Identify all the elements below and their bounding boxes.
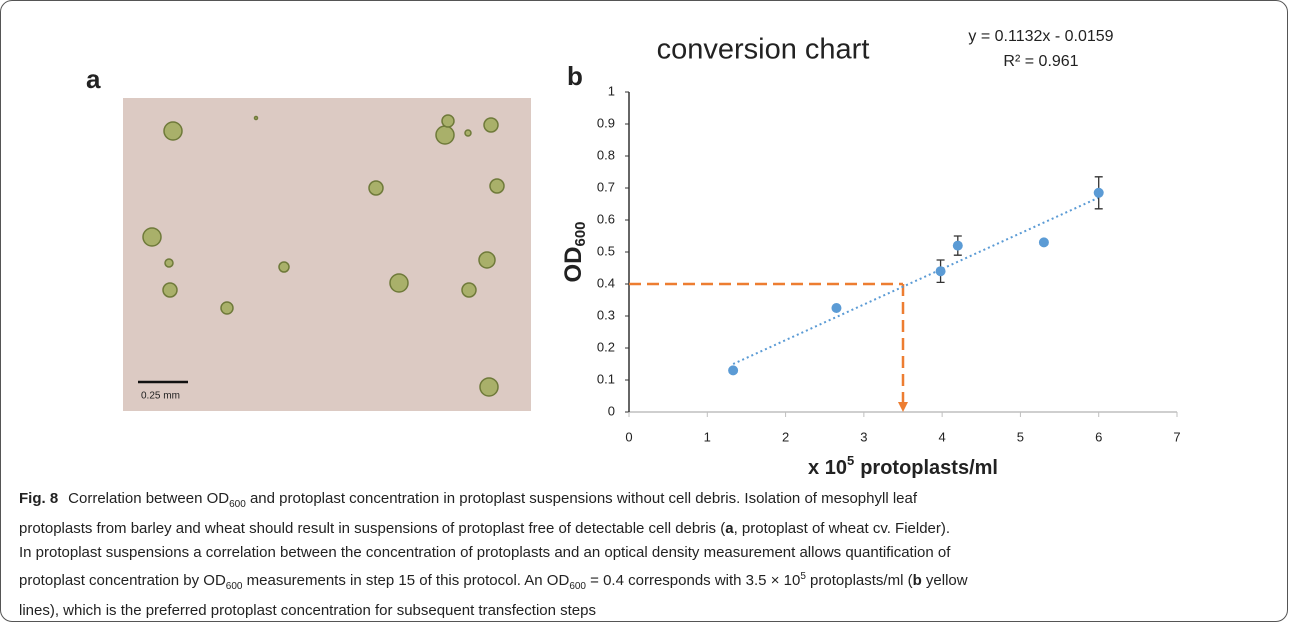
x-tick-label: 0 [625,429,632,444]
caption-text: and protoplast concentration in protopla… [245,490,918,507]
reference-arrow [898,402,908,412]
x-tick-label: 3 [860,429,867,444]
caption-text: Fig. 8 [19,490,59,507]
equation: y = 0.1132x - 0.0159 [968,28,1113,45]
x-axis-label: x 105 protoplasts/ml [808,453,998,479]
y-axis-label-sub: 600 [572,221,589,246]
x-tick-label: 1 [704,429,711,444]
x-tick-label: 5 [1017,429,1024,444]
caption-line: In protoplast suspensions a correlation … [19,541,968,565]
panel-label: a [86,64,101,94]
protoplasts [142,114,505,397]
y-tick-label: 0.6 [597,211,615,226]
caption-text: In protoplast suspensions a correlation … [19,544,951,561]
caption: Fig. 8 Correlation between OD600 and prot… [19,487,968,621]
caption-line: protoplasts from barley and wheat should… [19,517,968,541]
r-squared: R² = 0.961 [1003,53,1078,70]
y-tick-label: 1 [608,83,615,98]
x-axis-label-text: x 10 [808,457,847,479]
data-point [1038,237,1049,248]
panel-label: b [567,61,583,91]
y-tick-label: 0.8 [597,147,615,162]
y-tick-label: 0.4 [597,275,615,290]
x-axis-label-sup: 5 [847,453,854,468]
micrograph-background [123,98,531,411]
y-tick-label: 0.2 [597,339,615,354]
caption-text: protoplasts from barley and wheat should… [19,520,726,537]
caption-text: yellow [921,572,968,589]
caption-line: protoplast concentration by OD600 measur… [19,565,968,599]
data-point [1093,187,1104,198]
y-tick-label: 0.3 [597,307,615,322]
data-point [952,240,963,251]
trendline [732,196,1100,365]
y-axis-label-text: OD [560,247,587,283]
data-point [728,365,739,376]
caption-text: 600 [569,581,586,592]
x-tick-label: 2 [782,429,789,444]
caption-text: measurements in step 15 of this protocol… [242,572,570,589]
caption-text: protoplast concentration by OD [19,572,226,589]
caption-text: , protoplast of wheat cv. Fielder). [733,520,951,537]
x-tick-label: 4 [939,429,946,444]
caption-text: protoplasts/ml ( [805,572,913,589]
x-axis-label-rest: protoplasts/ml [860,457,998,479]
scale-bar-label: 0.25 mm [141,391,180,402]
caption-text: a [725,520,734,537]
caption-text: 5 [800,571,806,582]
caption-line: Fig. 8 Correlation between OD600 and prot… [19,487,968,517]
micrograph: 0.25 mm [123,98,531,411]
caption-line: lines), which is the preferred protoplas… [19,599,968,621]
y-tick-label: 0.7 [597,179,615,194]
x-tick-label: 6 [1095,429,1102,444]
y-tick-label: 0.1 [597,371,615,386]
figure-panels: a 0.25 mm b conversion chart y = 0.1132x… [86,28,1181,479]
caption-text: 600 [225,581,243,592]
y-axis-label: OD600 [560,221,589,282]
caption-text: 600 [229,499,246,510]
y-tick-label: 0 [608,403,615,418]
caption-text: lines), which is the preferred protoplas… [19,602,596,619]
y-tick-label: 0.5 [597,243,615,258]
chart-title: conversion chart [657,34,870,66]
data-point [831,303,842,313]
caption-text: = 0.4 corresponds with 3.5 × 10 [586,572,801,589]
data-point [935,266,946,277]
x-tick-label: 7 [1173,429,1180,444]
caption-text: Correlation between OD [68,490,230,507]
caption-text: b [912,572,922,589]
y-tick-label: 0.9 [597,115,615,130]
